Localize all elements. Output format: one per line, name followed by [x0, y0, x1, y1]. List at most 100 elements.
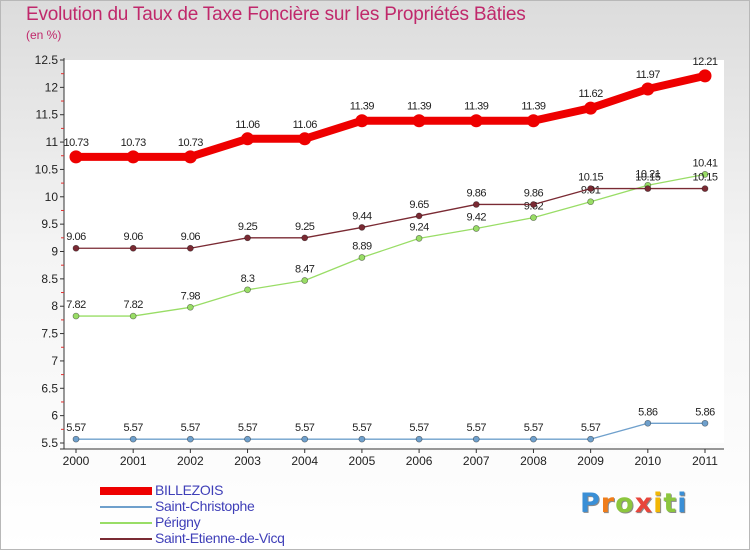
data-point	[526, 114, 540, 128]
logo-letter: t	[663, 488, 678, 519]
y-tick-label: 10.5	[35, 162, 59, 176]
x-tick-label: 2000	[63, 454, 90, 468]
data-label: 9.25	[295, 221, 315, 233]
y-tick-label: 5.5	[41, 436, 58, 450]
data-label: 9.25	[238, 221, 258, 233]
x-tick-label: 2005	[349, 454, 376, 468]
data-point	[301, 277, 309, 284]
data-point	[298, 132, 312, 146]
data-point	[415, 235, 423, 242]
y-tick-label: 12	[45, 80, 59, 94]
brand-logo: Proxiti	[580, 488, 688, 519]
data-label: 10.15	[635, 172, 660, 184]
data-label: 8.89	[352, 241, 372, 253]
data-point	[244, 234, 251, 242]
y-tick-label: 6	[51, 409, 58, 423]
data-point	[126, 150, 140, 164]
data-label: 9.24	[409, 221, 429, 233]
data-point	[701, 185, 709, 192]
data-label: 5.86	[695, 406, 715, 418]
data-point	[355, 114, 369, 128]
data-point	[644, 419, 652, 427]
data-label: 5.57	[181, 422, 201, 434]
data-point	[358, 435, 366, 443]
legend-swatch	[100, 538, 152, 540]
y-tick-label: 8	[51, 299, 58, 313]
data-label: 11.39	[521, 101, 546, 113]
data-label: 11.39	[350, 101, 375, 113]
data-point	[301, 234, 309, 242]
data-label: 9.86	[467, 187, 487, 199]
x-tick-label: 2001	[120, 454, 147, 468]
data-label: 5.57	[123, 422, 143, 434]
data-label: 11.97	[636, 69, 661, 81]
data-label: 10.15	[578, 172, 603, 184]
legend-label: BILLEZOIS	[155, 482, 224, 498]
x-tick-label: 2003	[234, 454, 261, 468]
data-label: 9.44	[352, 210, 372, 222]
data-label: 5.57	[524, 422, 544, 434]
data-point	[644, 185, 652, 192]
logo-letter: o	[615, 488, 635, 519]
legend-swatch	[100, 506, 152, 508]
x-tick-label: 2009	[577, 454, 604, 468]
y-tick-label: 9.5	[41, 217, 58, 231]
legend-label: Saint-Christophe	[155, 498, 255, 514]
data-point	[129, 244, 137, 252]
data-point	[358, 224, 366, 231]
y-tick-label: 7.5	[41, 327, 58, 341]
data-label: 5.57	[409, 422, 429, 434]
data-label: 10.21	[635, 168, 660, 180]
data-point	[584, 101, 598, 115]
data-label: 10.73	[121, 137, 146, 149]
data-label: 9.06	[123, 231, 143, 243]
data-point	[472, 225, 480, 232]
data-point	[472, 201, 480, 208]
data-point	[701, 419, 709, 427]
data-point	[587, 185, 594, 192]
data-label: 9.86	[524, 187, 544, 199]
logo-letter: r	[600, 488, 616, 519]
data-label: 11.39	[464, 101, 489, 113]
data-label: 8.47	[295, 263, 315, 275]
data-point	[358, 254, 366, 261]
series-line	[76, 422, 705, 440]
data-point	[587, 198, 594, 206]
data-label: 5.86	[638, 406, 658, 418]
x-tick-label: 2011	[692, 454, 718, 468]
data-point	[415, 435, 423, 443]
data-label: 9.65	[409, 199, 429, 211]
data-point	[412, 114, 426, 128]
data-label: 10.73	[178, 137, 203, 149]
data-label: 7.82	[66, 299, 86, 311]
data-label: 7.82	[123, 299, 143, 311]
data-point	[587, 435, 594, 443]
data-label: 8.3	[241, 273, 255, 285]
logo-letter: x	[634, 488, 654, 519]
data-point	[241, 132, 255, 146]
data-point	[187, 435, 194, 443]
y-tick-label: 6.5	[41, 381, 58, 395]
data-label: 10.15	[692, 172, 717, 184]
logo-letter: i	[653, 488, 664, 519]
data-point	[641, 82, 655, 96]
series-line	[76, 71, 706, 161]
data-label: 5.57	[352, 422, 372, 434]
data-label: 5.57	[295, 422, 315, 434]
y-tick-label: 12.5	[35, 53, 59, 67]
chart-subtitle: (en %)	[26, 28, 62, 42]
legend-swatch	[100, 522, 152, 524]
data-label: 11.06	[293, 119, 318, 131]
y-tick-label: 10	[45, 190, 59, 204]
data-point	[72, 244, 80, 252]
y-tick-label: 9	[51, 245, 58, 259]
data-label: 9.42	[467, 212, 487, 224]
data-point	[301, 435, 309, 443]
data-label: 12.21	[692, 56, 717, 68]
data-point	[469, 114, 483, 128]
data-point	[698, 69, 712, 83]
x-tick-label: 2010	[634, 454, 661, 468]
data-point	[472, 435, 480, 443]
data-label: 10.41	[692, 157, 717, 169]
x-tick-label: 2004	[291, 454, 318, 468]
